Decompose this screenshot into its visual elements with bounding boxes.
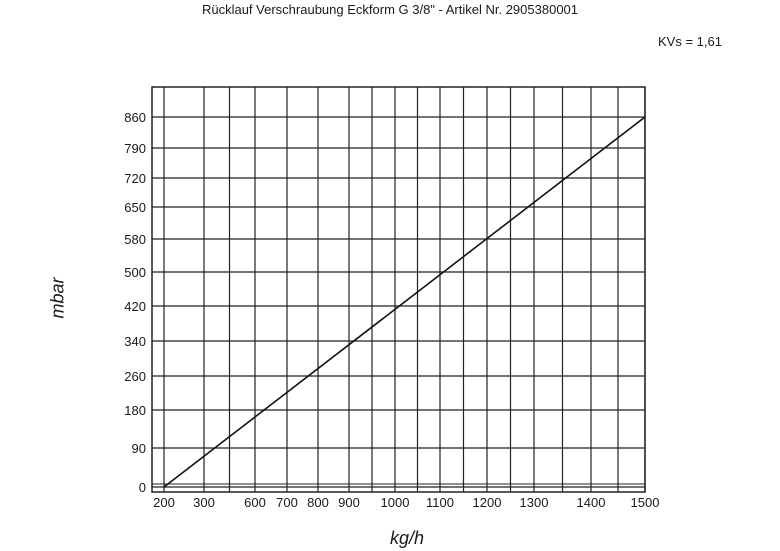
y-tick-label-790: 790 bbox=[124, 141, 146, 156]
tick-labels: 0 90 180 260 340 420 500 580 650 720 790 860 200 300 6… bbox=[124, 110, 659, 510]
x-tick-label-600: 600 bbox=[244, 495, 266, 510]
x-tick-label-200: 200 bbox=[153, 495, 175, 510]
x-tick-label-1200: 1200 bbox=[473, 495, 502, 510]
x-axis-label: kg/h bbox=[389, 528, 425, 548]
y-axis-label: mbar bbox=[47, 277, 68, 319]
y-tick-label-860: 860 bbox=[124, 110, 146, 125]
y-tick-label-0: 0 bbox=[139, 480, 146, 495]
x-tick-label-1000: 1000 bbox=[381, 495, 410, 510]
y-tick-label-720: 720 bbox=[124, 171, 146, 186]
x-tick-label-1500: 1500 bbox=[631, 495, 660, 510]
y-tick-label-260: 260 bbox=[124, 369, 146, 384]
x-tick-label-800: 800 bbox=[307, 495, 329, 510]
y-tick-label-340: 340 bbox=[124, 334, 146, 349]
plot-frame bbox=[151, 86, 646, 493]
y-tick-label-500: 500 bbox=[124, 265, 146, 280]
kvs-annotation: KVs = 1,61 bbox=[658, 34, 722, 49]
x-tick-label-1300: 1300 bbox=[520, 495, 549, 510]
y-tick-label-650: 650 bbox=[124, 200, 146, 215]
y-tick-label-90: 90 bbox=[132, 441, 146, 456]
series-lines bbox=[163, 116, 646, 488]
grid-lines bbox=[152, 87, 646, 492]
chart-title: Rücklauf Verschraubung Eckform G 3/8" - … bbox=[201, 2, 579, 17]
x-tick-label-700: 700 bbox=[276, 495, 298, 510]
y-tick-label-180: 180 bbox=[124, 403, 146, 418]
x-tick-label-1100: 1100 bbox=[426, 495, 454, 510]
x-tick-label-300: 300 bbox=[193, 495, 215, 510]
x-tick-label-900: 900 bbox=[338, 495, 360, 510]
y-tick-label-420: 420 bbox=[124, 299, 146, 314]
series-line-0 bbox=[163, 116, 646, 488]
y-tick-label-580: 580 bbox=[124, 232, 146, 247]
x-tick-label-1400: 1400 bbox=[577, 495, 606, 510]
